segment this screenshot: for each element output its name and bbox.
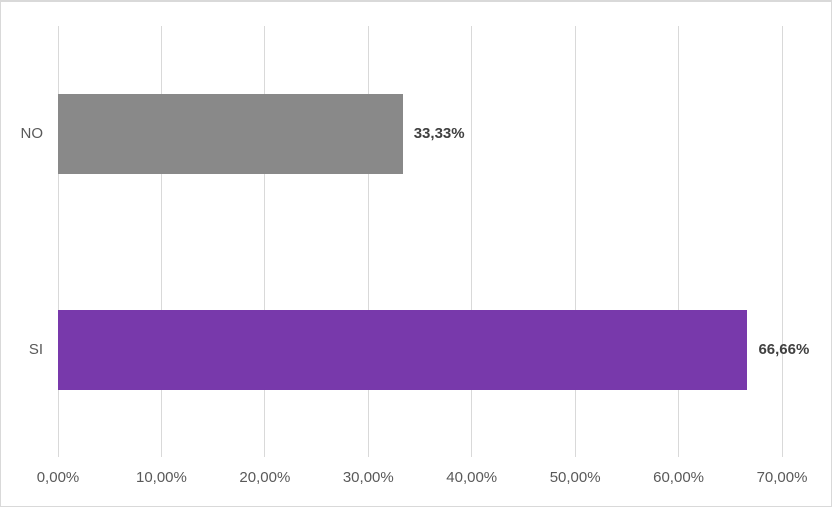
gridline — [160, 26, 162, 457]
x-tick-label: 50,00% — [549, 469, 601, 486]
gridline — [264, 26, 266, 457]
category-label: SI — [28, 341, 43, 358]
x-tick-label: 60,00% — [653, 469, 704, 486]
gridline — [57, 26, 59, 457]
x-tick-label: 10,00% — [135, 469, 187, 486]
data-label: 33,33% — [413, 125, 465, 142]
x-tick-label: 0,00% — [36, 469, 80, 486]
category-label: NO — [20, 125, 44, 142]
x-tick-label: 30,00% — [342, 469, 394, 486]
x-tick-label: 20,00% — [239, 469, 291, 486]
x-tick-label: 40,00% — [446, 469, 498, 486]
gridline — [471, 26, 473, 457]
x-tick-label: 70,00% — [756, 469, 808, 486]
gridline — [678, 26, 680, 457]
gridline — [367, 26, 369, 457]
data-label: 66,66% — [758, 341, 810, 358]
bar-no — [58, 94, 403, 174]
bar-si — [58, 310, 748, 390]
gridline — [781, 26, 783, 457]
gridline — [574, 26, 576, 457]
